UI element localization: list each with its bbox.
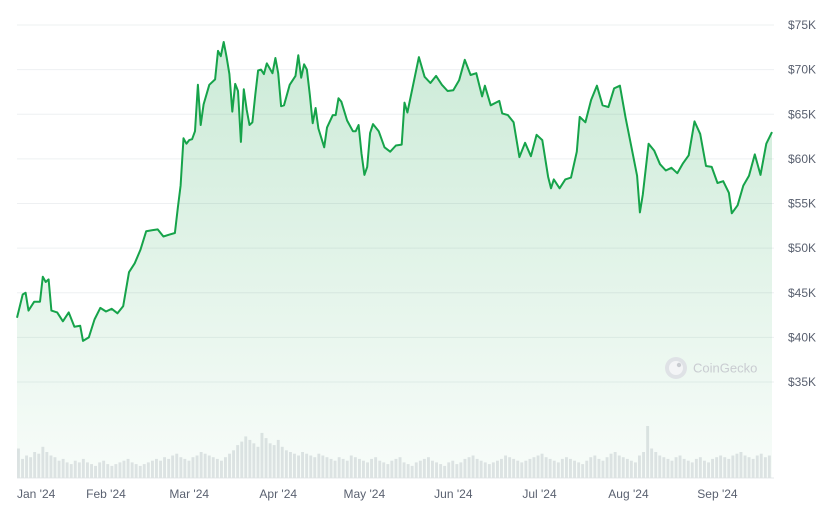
x-tick-label: Apr '24 <box>259 487 297 501</box>
x-tick-label: May '24 <box>344 487 386 501</box>
x-tick-label: Jun '24 <box>434 487 473 501</box>
coingecko-watermark: CoinGecko <box>665 357 757 379</box>
x-tick-label: Feb '24 <box>86 487 126 501</box>
gecko-logo-icon <box>665 357 687 379</box>
watermark-text: CoinGecko <box>693 361 757 376</box>
x-tick-label: Aug '24 <box>608 487 649 501</box>
y-tick-label: $70K <box>788 63 816 77</box>
y-tick-label: $45K <box>788 286 816 300</box>
x-tick-label: Mar '24 <box>169 487 209 501</box>
y-tick-label: $60K <box>788 152 816 166</box>
y-axis-ticks: $35K $40K $45K $50K $55K $60K $65K $70K $75K <box>788 18 816 389</box>
y-tick-label: $75K <box>788 18 816 32</box>
x-tick-label: Jan '24 <box>17 487 56 501</box>
price-area-fill <box>17 42 772 478</box>
x-tick-label: Sep '24 <box>697 487 738 501</box>
price-line <box>16 41 773 342</box>
x-axis-ticks: Jan '24 Feb '24 Mar '24 Apr '24 May '24 Jun '… <box>17 487 738 501</box>
y-tick-label: $65K <box>788 107 816 121</box>
y-tick-label: $50K <box>788 241 816 255</box>
y-tick-label: $35K <box>788 375 816 389</box>
y-tick-label: $40K <box>788 330 816 344</box>
y-tick-label: $55K <box>788 197 816 211</box>
x-tick-label: Jul '24 <box>522 487 557 501</box>
